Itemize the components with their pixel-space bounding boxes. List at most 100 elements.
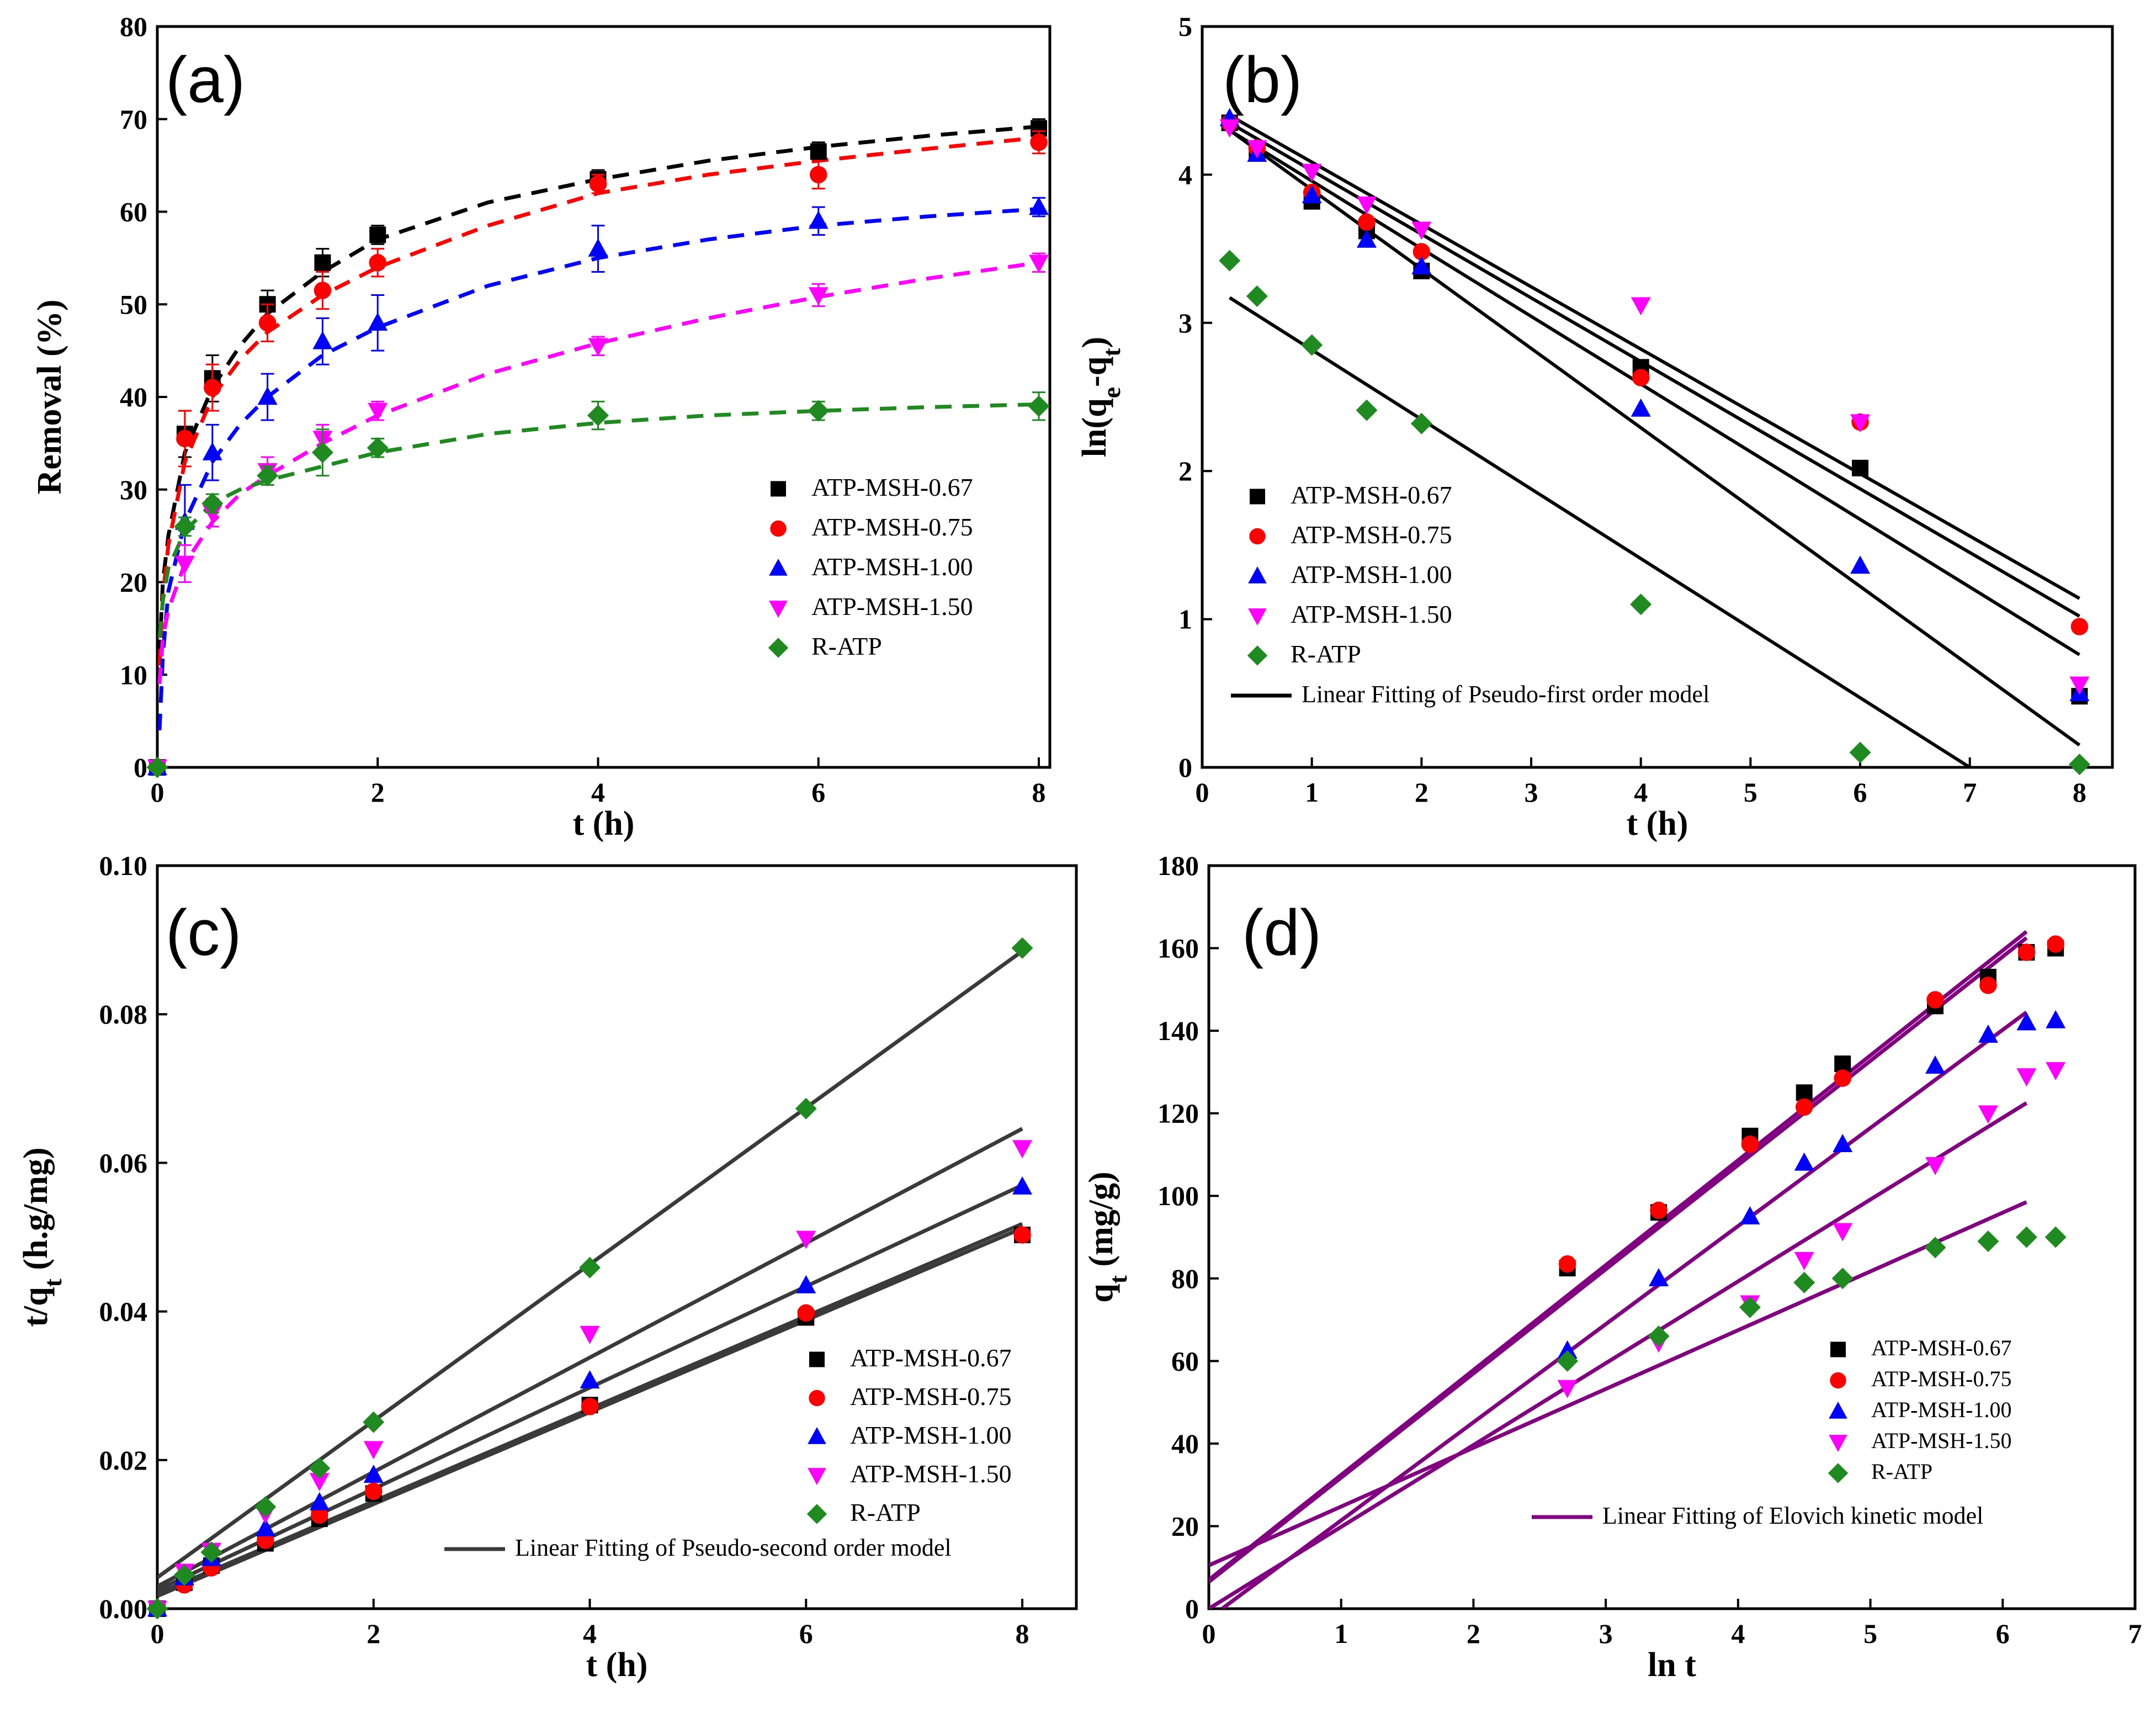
panel-c-point-atp-msh-0-75	[797, 1304, 815, 1322]
panel-a-point-atp-msh-0-67	[314, 254, 331, 271]
panel-b-point-atp-msh-1-00	[1357, 229, 1377, 248]
panel-b-x-tick-label: 6	[1854, 777, 1867, 808]
panel-a-point-atp-msh-0-75	[369, 254, 387, 272]
panel-d-legend-marker-atp-msh-0-75	[1830, 1372, 1846, 1389]
panel-c-legend-label-atp-msh-0-75: ATP-MSH-0.75	[850, 1382, 1012, 1411]
panel-b-point-r-atp	[1246, 285, 1268, 307]
panel-d-fit-line-atp-msh-1-50	[1209, 1101, 2028, 1609]
panel-d-point-atp-msh-0-75	[1741, 1136, 1759, 1153]
panel-d-point-atp-msh-1-00	[1649, 1268, 1669, 1287]
panel-a-point-atp-msh-0-75	[589, 175, 607, 193]
panel-a-legend: ATP-MSH-0.67 ATP-MSH-0.75 ATP-MSH-1.00 ATP-…	[768, 473, 973, 660]
panel-b-point-atp-msh-1-00	[1850, 555, 1871, 574]
panel-c-y-tick-label: 0.02	[99, 1445, 148, 1476]
panel-d-point-r-atp	[1739, 1296, 1761, 1318]
panel-b-point-atp-msh-0-75	[1412, 243, 1431, 261]
panel-d-legend-marker-atp-msh-0-67	[1830, 1341, 1846, 1358]
panel-d-y-tick-label: 120	[1157, 1098, 1199, 1129]
panel-c-point-atp-msh-1-00	[580, 1370, 600, 1389]
panel-b-point-atp-msh-1-50	[1411, 221, 1432, 240]
panel-d-legend-marker-r-atp	[1828, 1463, 1849, 1483]
panel-a-fit-line-atp-msh-0-67	[157, 124, 1039, 656]
panel-d-legend-marker-atp-msh-1-00	[1829, 1401, 1847, 1419]
panel-d-point-r-atp	[1831, 1268, 1854, 1290]
panel-b-point-atp-msh-1-50	[1302, 163, 1322, 182]
panel-c-letter: (c)	[166, 897, 242, 969]
panel-d-point-atp-msh-1-00	[1740, 1206, 1760, 1224]
panel-b-y-tick-label: 2	[1178, 455, 1192, 486]
panel-a-x-tick-label: 8	[1032, 777, 1046, 808]
panel-a-fit-line-r-atp	[157, 402, 1039, 638]
panel-a-x-tick-label: 2	[371, 777, 385, 808]
panel-c-point-r-atp	[146, 1598, 168, 1620]
panel-a-point-atp-msh-0-75	[810, 166, 827, 184]
panel-c-point-atp-msh-1-50	[796, 1231, 816, 1249]
panel-a-point-r-atp	[367, 437, 389, 459]
panel-a-letter: (a)	[166, 44, 245, 116]
panel-a-point-r-atp	[201, 492, 224, 515]
panel-d-point-atp-msh-1-00	[1794, 1152, 1814, 1171]
panel-d-frame	[1207, 864, 2137, 1610]
panel-d-x-tick-label: 0	[1202, 1618, 1216, 1649]
panel-c-fit-line-atp-msh-1-50	[157, 1127, 1023, 1588]
panel-a-point-atp-msh-1-00	[312, 331, 333, 349]
panel-c-point-atp-msh-1-00	[255, 1518, 275, 1536]
panel-d-legend-marker-atp-msh-1-50	[1829, 1435, 1847, 1452]
panel-d-point-r-atp	[1648, 1325, 1670, 1347]
panel-c-point-atp-msh-1-50	[1012, 1140, 1033, 1159]
panel-a-point-atp-msh-1-00	[588, 238, 608, 257]
panel-c-point-atp-msh-1-50	[580, 1325, 600, 1344]
panel-b-y-tick-label: 0	[1178, 752, 1192, 783]
panel-a-point-atp-msh-0-75	[204, 379, 221, 396]
panel-b-y-tick-label: 4	[1178, 159, 1192, 190]
panel-a-x-axis-label: t (h)	[573, 805, 635, 842]
panel-a-point-r-atp	[1028, 395, 1050, 417]
panel-b-point-atp-msh-1-50	[1631, 297, 1651, 316]
panel-b-x-axis-label: t (h)	[1627, 805, 1688, 842]
panel-a-legend-label-atp-msh-1-50: ATP-MSH-1.50	[811, 592, 973, 621]
panel-c-point-atp-msh-1-00	[363, 1464, 384, 1483]
panel-b-point-atp-msh-0-75	[1358, 213, 1376, 231]
panel-d-letter: (d)	[1242, 897, 1321, 969]
panel-b-point-atp-msh-1-50	[1219, 119, 1240, 138]
panel-a-fit-line-atp-msh-1-00	[157, 207, 1039, 731]
panel-b-legend-marker-atp-msh-0-67	[1250, 489, 1265, 505]
panel-c-pseudo-second-order: 0 2 4 6 8 0.00 0.02 0.04 0.06 0.08 0.10 t (h) t/qt (…	[17, 850, 1078, 1684]
panel-a-y-tick-label: 70	[120, 104, 147, 135]
panel-a-point-atp-msh-0-67	[369, 226, 386, 243]
panel-d-point-atp-msh-0-75	[1926, 991, 1944, 1009]
panel-b-point-r-atp	[1410, 412, 1432, 434]
panel-b-x-tick-label: 3	[1525, 777, 1538, 808]
panel-d-point-r-atp	[1793, 1271, 1815, 1293]
panel-a-y-tick-label: 0	[134, 752, 147, 783]
panel-a-y-tick-label: 20	[120, 567, 147, 598]
panel-b-legend-label-r-atp: R-ATP	[1291, 640, 1361, 668]
panel-d-point-r-atp	[1557, 1350, 1579, 1372]
panel-b-legend-label-atp-msh-1-50: ATP-MSH-1.50	[1291, 600, 1452, 628]
panel-c-point-r-atp	[1011, 937, 1033, 959]
panel-c-point-atp-msh-1-00	[796, 1275, 816, 1293]
panel-d-legend-label-r-atp: R-ATP	[1871, 1459, 1932, 1484]
panel-a-y-tick-label: 30	[120, 474, 147, 505]
panel-b-x-tick-label: 5	[1744, 777, 1757, 808]
panel-b-frame	[1201, 25, 2114, 769]
panel-d-x-tick-label: 2	[1467, 1618, 1480, 1649]
panel-d-point-atp-msh-0-75	[1795, 1098, 1813, 1116]
panel-c-point-r-atp	[309, 1457, 331, 1480]
panel-a-point-atp-msh-1-00	[202, 442, 222, 460]
panel-a-legend-label-atp-msh-1-00: ATP-MSH-1.00	[811, 553, 973, 581]
panel-d-y-tick-label: 160	[1157, 933, 1199, 964]
panel-a-point-r-atp	[257, 465, 279, 487]
panel-c-legend-label-atp-msh-1-00: ATP-MSH-1.00	[850, 1421, 1012, 1449]
panel-d-point-atp-msh-1-00	[1833, 1134, 1853, 1152]
panel-d-point-atp-msh-1-50	[1557, 1380, 1578, 1398]
panel-b-point-atp-msh-0-75	[1632, 369, 1650, 386]
panel-d-point-atp-msh-0-75	[1979, 977, 1997, 994]
panel-b-legend: ATP-MSH-0.67 ATP-MSH-0.75 ATP-MSH-1.00 ATP-…	[1231, 481, 1709, 708]
panel-d-legend-label-atp-msh-0-75: ATP-MSH-0.75	[1871, 1366, 2011, 1391]
panel-a-point-atp-msh-1-50	[808, 287, 829, 306]
panel-b-point-atp-msh-1-50	[1247, 140, 1267, 158]
panel-a-point-atp-msh-1-00	[257, 386, 278, 405]
panel-d-fit-line-atp-msh-0-67	[1209, 930, 2028, 1582]
panel-d-y-tick-label: 80	[1171, 1263, 1199, 1294]
